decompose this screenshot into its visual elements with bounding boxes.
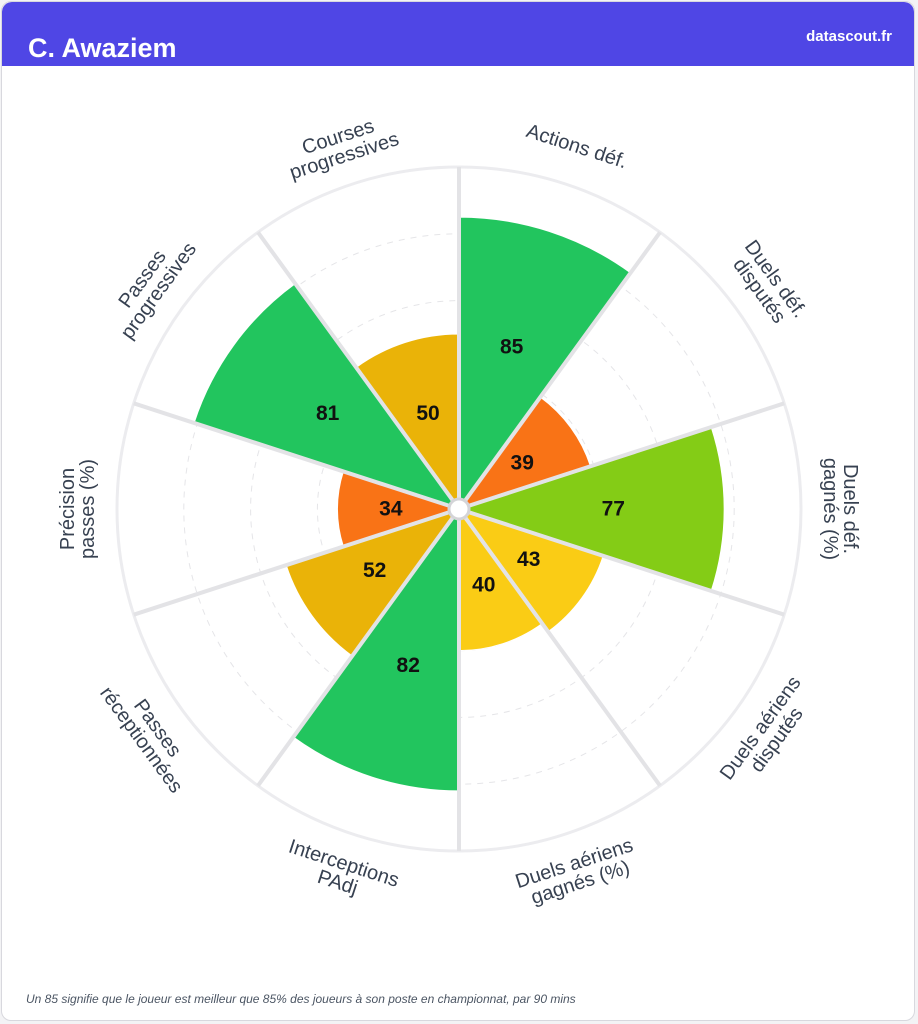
value-label-3: 43 (517, 548, 540, 571)
spoke (465, 509, 785, 617)
spoke (462, 514, 662, 787)
brand-link[interactable]: datascout.fr (806, 28, 892, 45)
value-label-2: 77 (602, 498, 625, 521)
footnote: Un 85 signifie que le joueur est meilleu… (26, 992, 576, 1006)
value-label-5: 82 (397, 654, 420, 677)
spoke (256, 231, 456, 504)
value-label-4: 40 (472, 574, 495, 597)
value-label-0: 85 (500, 335, 524, 358)
header-bar: C. Awaziem datascout.fr (2, 2, 914, 66)
value-label-7: 34 (379, 498, 403, 521)
player-name: C. Awaziem (28, 33, 177, 63)
chart-bars (193, 216, 725, 792)
category-label-5: InterceptionsPAdj (280, 836, 402, 911)
center-hub (447, 497, 471, 521)
category-label-2: Duels déf.gagnés (%) (819, 458, 861, 560)
category-label-9: Coursesprogressives (281, 109, 402, 184)
category-label-7: Précisionpasses (%) (57, 459, 99, 559)
category-label-0: Actions déf. (524, 120, 630, 173)
chart-spokes (133, 167, 785, 851)
value-label-6: 52 (363, 559, 386, 582)
spoke (462, 231, 662, 504)
value-label-1: 39 (511, 452, 534, 475)
value-label-9: 50 (416, 402, 439, 425)
spoke (133, 401, 453, 509)
spoke (465, 401, 785, 509)
chart-value-labels: 85 39 77 43 40 82 52 34 81 50 (316, 335, 625, 676)
spoke (256, 514, 456, 787)
category-label-4: Duels aériensgagnés (%) (513, 834, 642, 912)
spoke (133, 509, 453, 617)
value-label-8: 81 (316, 402, 340, 425)
